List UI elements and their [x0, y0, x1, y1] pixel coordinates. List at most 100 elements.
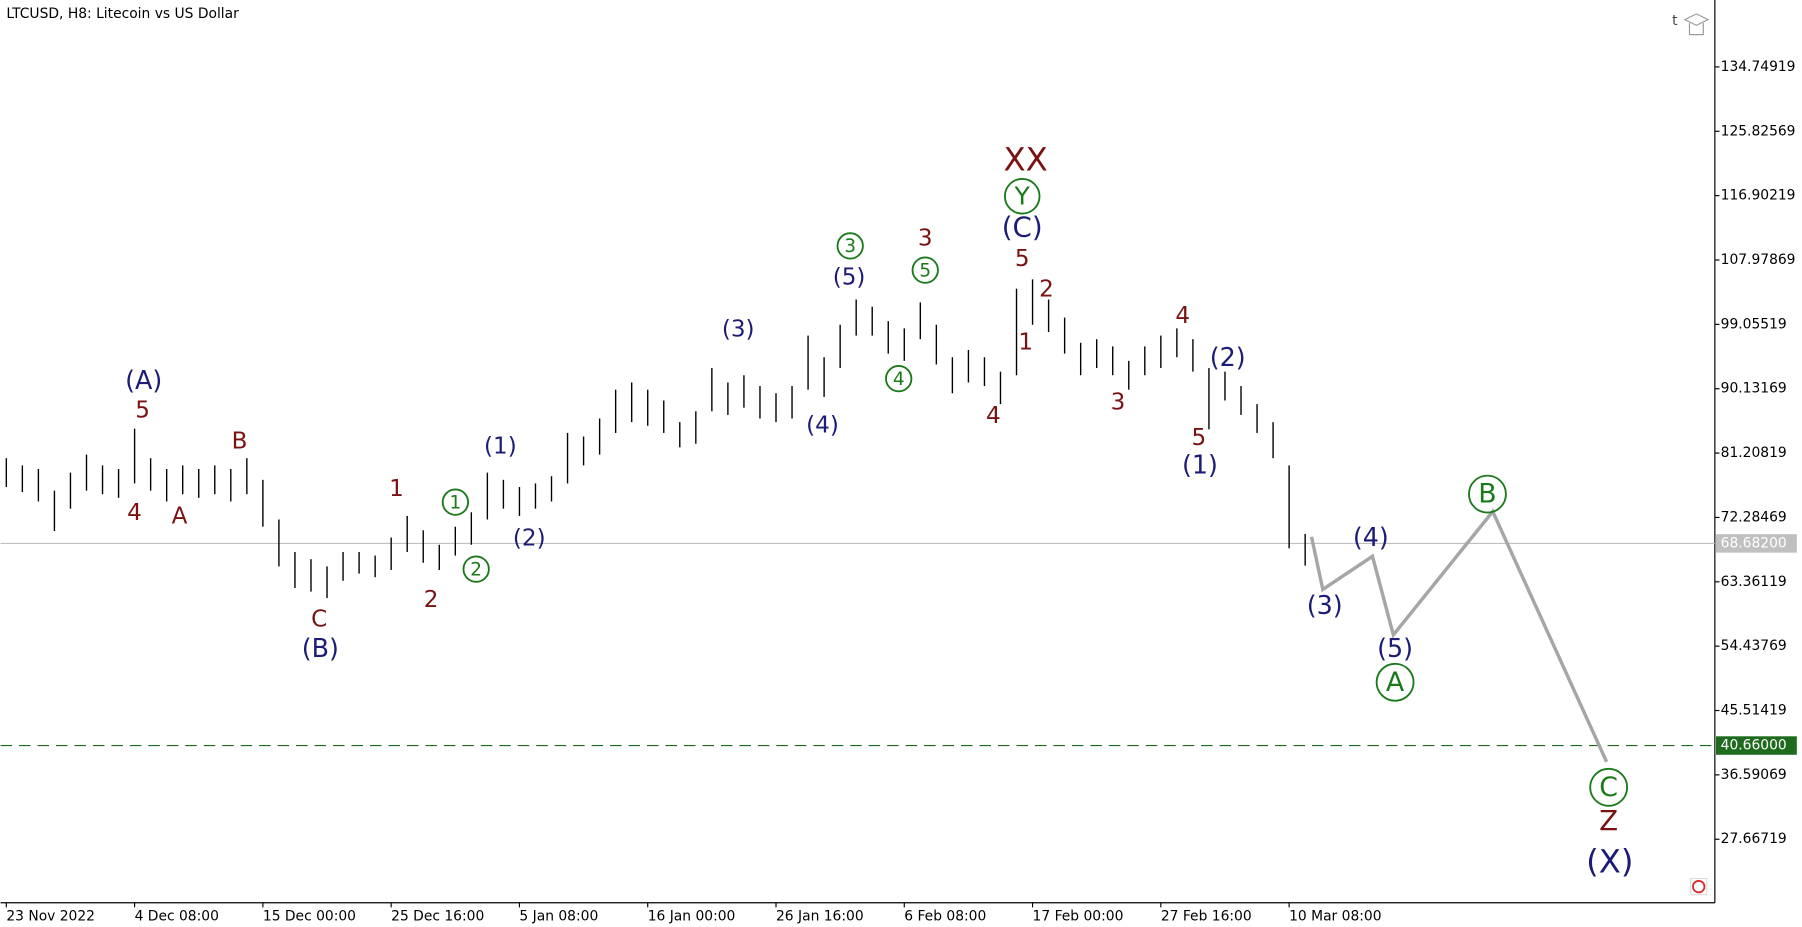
- wave-circle: [885, 365, 913, 393]
- wave-label: 5: [1015, 246, 1030, 272]
- wave-label: C: [311, 606, 327, 632]
- wave-label: B: [232, 429, 248, 455]
- wave-label: XX: [1004, 141, 1048, 179]
- wave-text: 4: [893, 369, 905, 390]
- x-tick-label: 6 Feb 08:00: [904, 909, 986, 925]
- wave-text: 3: [844, 236, 856, 257]
- x-tick-label: 15 Dec 00:00: [263, 909, 356, 925]
- wave-text: 1: [1018, 329, 1033, 355]
- trade-icon[interactable]: t: [1672, 13, 1678, 29]
- wave-label: 1: [441, 488, 470, 516]
- wave-label: 5: [911, 256, 939, 284]
- wave-label: C: [1589, 767, 1629, 807]
- chart-title: LTCUSD, H8: Litecoin vs US Dollar: [6, 6, 239, 22]
- wave-label: 3: [918, 225, 933, 251]
- y-tick-label: 27.66719: [1721, 831, 1787, 847]
- wave-label: B: [1468, 474, 1507, 514]
- wave-circle: [441, 488, 470, 516]
- wave-text: 4: [986, 403, 1001, 429]
- wave-label: 3: [836, 232, 864, 260]
- icon-circle[interactable]: [1692, 879, 1706, 894]
- projection-line: [1309, 508, 1609, 763]
- wave-text: 2: [1039, 276, 1054, 302]
- x-tick-label: 25 Dec 16:00: [391, 909, 484, 925]
- wave-label: (C): [1002, 211, 1043, 244]
- wave-text: (5): [1377, 633, 1413, 663]
- x-tick-label: 5 Jan 08:00: [519, 909, 598, 925]
- y-tick-label: 99.05519: [1721, 316, 1787, 332]
- wave-text: 5: [135, 397, 150, 423]
- y-tick-label: 36.59069: [1721, 767, 1787, 783]
- wave-circle: [836, 232, 864, 260]
- wave-text: 3: [918, 225, 933, 251]
- wave-text: (2): [513, 526, 546, 552]
- wave-label: (2): [513, 526, 546, 552]
- wave-text: 1: [450, 492, 462, 513]
- toolbar-icon[interactable]: t: [1672, 13, 1710, 36]
- wave-text: Z: [1599, 804, 1618, 837]
- wave-circle: [1468, 474, 1507, 514]
- wave-label: (3): [722, 317, 755, 343]
- last_price-label: 68.68200: [1721, 535, 1787, 551]
- wave-label: (3): [1307, 590, 1343, 620]
- wave-text: (B): [302, 633, 339, 663]
- wave-text: (5): [833, 265, 866, 291]
- level-box: [1716, 736, 1797, 755]
- wave-text: A: [1386, 667, 1405, 698]
- x-tick-label: 17 Feb 00:00: [1033, 909, 1124, 925]
- icon-frame[interactable]: [1690, 877, 1708, 896]
- y-tick-label: 72.28469: [1721, 509, 1787, 525]
- wave-text: 5: [1015, 246, 1030, 272]
- x-tick-label: 4 Dec 08:00: [135, 909, 219, 925]
- y-tick-label: 45.51419: [1721, 703, 1787, 719]
- wave-circle: [1589, 767, 1629, 807]
- wave-label: 5: [135, 397, 150, 423]
- wave-text: A: [172, 504, 188, 530]
- wave-text: XX: [1004, 141, 1048, 179]
- y-tick-label: 63.36119: [1721, 574, 1787, 590]
- wave-text: 3: [1111, 389, 1126, 415]
- x-tick-label: 16 Jan 00:00: [648, 909, 736, 925]
- wave-text: B: [1478, 479, 1496, 510]
- wave-text: (3): [1307, 590, 1343, 620]
- wave-text: 2: [470, 559, 482, 580]
- wave-text: Y: [1014, 181, 1031, 210]
- wave-label: (2): [1210, 342, 1246, 372]
- wave-label: (4): [806, 412, 839, 438]
- y-tick-label: 116.90219: [1721, 188, 1796, 204]
- wave-label: (4): [1353, 522, 1389, 552]
- wave-label: Y: [1003, 178, 1041, 215]
- close-icon[interactable]: [1690, 877, 1708, 896]
- wave-label: (1): [484, 433, 517, 459]
- wave-text: (3): [722, 317, 755, 343]
- wave-label: 4: [1175, 303, 1190, 329]
- x-tick-label: 26 Jan 16:00: [776, 909, 864, 925]
- wave-label: (B): [302, 633, 339, 663]
- wave-label: 4: [885, 365, 913, 393]
- wave-circle: [1003, 178, 1041, 215]
- wave-circle: [911, 256, 939, 284]
- wave-text: C: [311, 606, 327, 632]
- y-tick-label: 134.74919: [1721, 59, 1796, 75]
- wave-label: 4: [127, 500, 142, 526]
- wave-text: (4): [1353, 522, 1389, 552]
- wave-label: A: [172, 504, 188, 530]
- wave-label: 5: [1191, 425, 1206, 451]
- wave-label: A: [1375, 662, 1415, 702]
- y-tick-label: 90.13169: [1721, 381, 1787, 397]
- wave-text: C: [1599, 772, 1618, 803]
- hat-icon[interactable]: [1683, 13, 1710, 36]
- wave-text: 2: [424, 587, 439, 613]
- wave-text: (X): [1586, 843, 1633, 881]
- wave-text: B: [232, 429, 248, 455]
- wave-text: 4: [127, 500, 142, 526]
- x-tick-label: 23 Nov 2022: [6, 909, 95, 925]
- wave-label: (1): [1182, 449, 1218, 479]
- wave-circle: [462, 555, 490, 583]
- wave-label: 2: [1039, 276, 1054, 302]
- wave-text: (C): [1002, 211, 1043, 244]
- level-label: 40.66000: [1721, 738, 1787, 754]
- y-tick-label: 54.43769: [1721, 638, 1787, 654]
